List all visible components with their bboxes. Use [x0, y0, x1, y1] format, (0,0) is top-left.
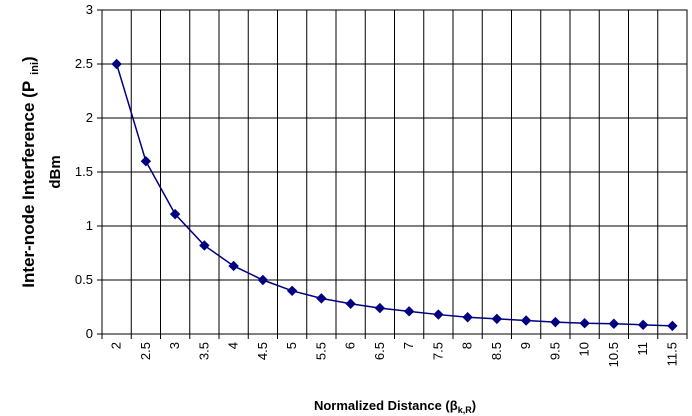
y-tick-label: 1.5 [75, 164, 93, 179]
data-point-marker [111, 58, 122, 70]
x-axis-title-close: ) [472, 398, 476, 413]
x-tick-label: 11 [635, 342, 650, 356]
x-tick-label: 2 [109, 342, 124, 349]
data-point-marker [345, 298, 356, 309]
x-axis-title: Normalized Distance (βk,R) [314, 398, 476, 415]
x-tick-label: 4 [226, 342, 241, 349]
x-tick-label: 7 [401, 342, 416, 349]
data-point-marker [169, 208, 181, 220]
data-point-marker [199, 240, 210, 251]
x-axis-title-sub: k,R [458, 405, 473, 415]
x-tick-labels: 2 2.5 3 3.5 4 4.5 5 5.5 6 6.5 7 7.5 8 8.5 9 9.5 10 10.5 11… [109, 342, 680, 367]
y-axis-title-line1: Inter-node Interference (P ini) [19, 56, 41, 287]
data-point-marker [462, 312, 473, 323]
y-axis-title-sub: ini [29, 62, 41, 75]
x-tick-label: 8.5 [489, 342, 504, 360]
x-tick-label: 10 [577, 342, 592, 356]
data-point-marker [286, 285, 298, 297]
x-tick-label: 8 [460, 342, 475, 349]
y-tick-label: 2.5 [75, 56, 93, 71]
x-tick-label: 4.5 [255, 342, 270, 360]
x-tick-label: 6 [343, 342, 358, 349]
data-point-marker [403, 306, 415, 317]
data-point-marker [316, 293, 327, 304]
data-point-marker [667, 320, 678, 332]
data-point-marker [140, 155, 152, 167]
y-tick-label: 0 [86, 326, 93, 341]
data-point-marker [608, 318, 620, 329]
data-point-marker [637, 319, 649, 331]
x-tick-label: 3 [167, 342, 182, 349]
y-axis-title-main: Inter-node Interference (P [19, 81, 38, 288]
x-tick-label: 9 [518, 342, 533, 349]
grid [101, 9, 688, 335]
y-tick-label: 1 [86, 218, 93, 233]
data-point-marker [257, 274, 269, 286]
x-tick-label: 2.5 [138, 342, 153, 360]
data-point-marker [374, 302, 386, 314]
x-tick-label: 5 [284, 342, 299, 349]
x-tick-label: 3.5 [196, 342, 211, 360]
x-tick-label: 5.5 [313, 342, 328, 360]
y-tick-labels: 0 0.5 1 1.5 2 2.5 3 [75, 2, 93, 341]
data-point-marker [433, 309, 444, 320]
y-tick-label: 3 [86, 2, 93, 17]
data-point-marker [491, 313, 503, 325]
series [111, 58, 678, 332]
axes [97, 9, 688, 339]
x-tick-label: 7.5 [430, 342, 445, 360]
x-tick-label: 6.5 [372, 342, 387, 360]
y-tick-label: 0.5 [75, 272, 93, 287]
data-point-marker [550, 316, 561, 328]
x-tick-label: 11.5 [664, 342, 679, 366]
x-tick-label: 10.5 [606, 342, 621, 367]
data-point-marker [579, 317, 590, 329]
y-axis-title-close: ) [19, 56, 38, 62]
data-point-marker [520, 315, 532, 326]
y-axis-title-line2: dBm [47, 155, 64, 188]
data-point-marker [228, 260, 239, 272]
y-tick-label: 2 [86, 110, 93, 125]
plot-border [101, 9, 688, 335]
x-axis-title-main: Normalized Distance (β [314, 398, 458, 413]
x-tick-label: 9.5 [547, 342, 562, 360]
